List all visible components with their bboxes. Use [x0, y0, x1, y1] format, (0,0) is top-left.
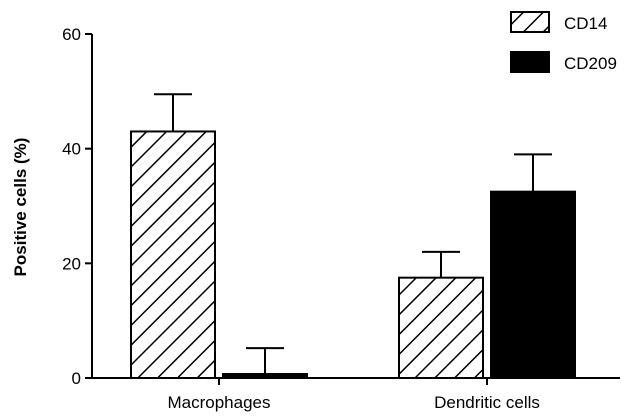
bar-cd209-1: [490, 190, 576, 379]
legend-swatch-cd209: [510, 51, 550, 73]
legend-label-cd209: CD209: [564, 54, 617, 73]
legend: CD14 CD209: [510, 11, 617, 73]
y-tick-label: 20: [62, 254, 81, 273]
y-axis: 0 20 40 60: [62, 25, 93, 388]
y-tick-label: 0: [72, 369, 81, 388]
x-tick-label: Macrophages: [167, 393, 270, 412]
legend-label-cd14: CD14: [564, 14, 607, 33]
y-tick-label: 40: [62, 140, 81, 159]
bars: [130, 130, 576, 379]
y-axis-label: Positive cells (%): [11, 138, 30, 277]
y-tick-label: 60: [62, 25, 81, 44]
bar-cd209-0: [222, 372, 308, 379]
bar-cd14-0: [130, 130, 216, 379]
legend-swatch-cd14: [510, 11, 550, 33]
x-axis: Macrophages Dendritic cells: [92, 377, 620, 412]
x-tick-label: Dendritic cells: [434, 393, 540, 412]
bar-cd14-1: [398, 276, 484, 379]
error-bars: [154, 93, 552, 374]
